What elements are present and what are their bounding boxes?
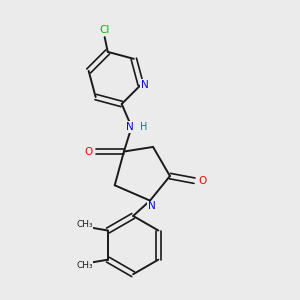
Text: N: N xyxy=(126,122,134,132)
Text: CH₃: CH₃ xyxy=(76,261,93,270)
Text: H: H xyxy=(140,122,147,132)
Text: N: N xyxy=(141,80,149,90)
Text: N: N xyxy=(148,201,155,211)
Text: O: O xyxy=(198,176,206,186)
Text: CH₃: CH₃ xyxy=(76,220,93,230)
Text: Cl: Cl xyxy=(100,26,110,35)
Text: O: O xyxy=(85,146,93,157)
